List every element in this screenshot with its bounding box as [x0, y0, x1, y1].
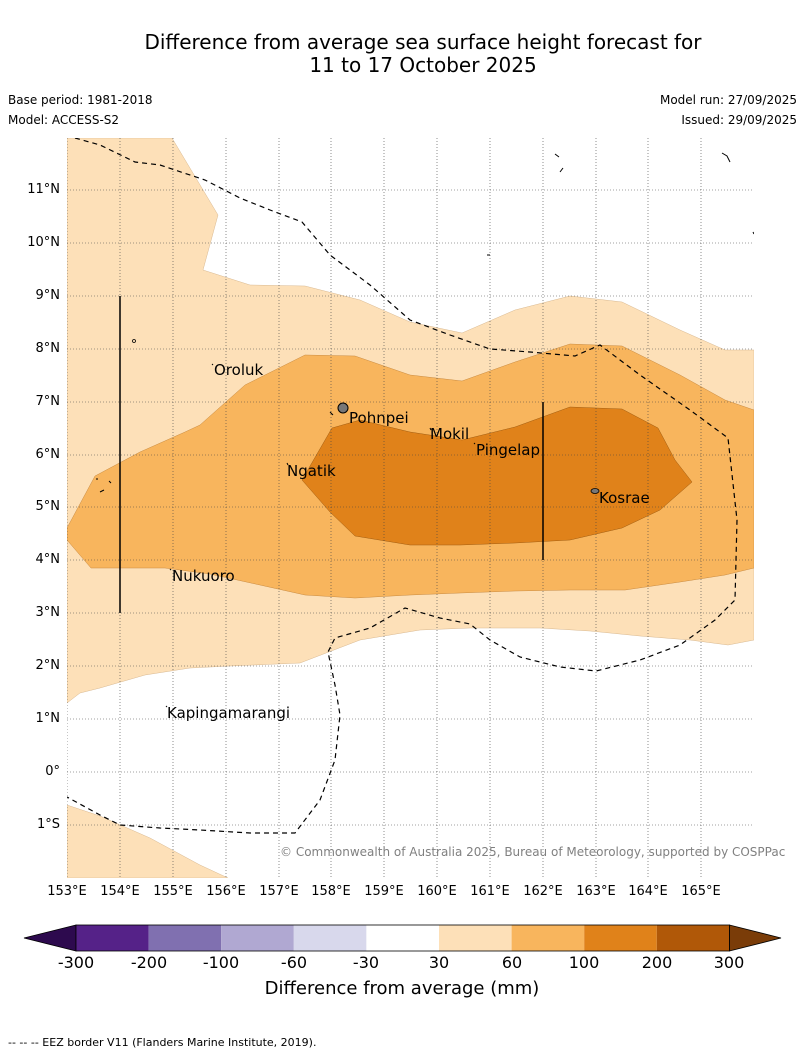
place-nukuoro: Nukuoro [172, 567, 235, 585]
base-period: Base period: 1981-2018 [8, 93, 153, 107]
colorbar-tick-1: -300 [57, 953, 95, 972]
colorbar-lower-extension [23, 924, 77, 952]
colorbar [23, 924, 782, 952]
lon-label-160e: 160°E [417, 884, 457, 899]
kosrae-island [590, 488, 600, 494]
model-run: Model run: 27/09/2025 [659, 93, 797, 107]
model-name: Model: ACCESS-S2 [8, 113, 120, 127]
eez-footnote: -- -- -- EEZ border V11 (Flanders Marine… [8, 1036, 317, 1049]
place-kapingamarangi: Kapingamarangi [167, 704, 291, 722]
atoll-marks [96, 152, 754, 708]
title-line-1: Difference from average sea surface heig… [144, 30, 702, 54]
lat-label-0: 0° [45, 764, 60, 779]
place-ngatik: Ngatik [287, 462, 336, 480]
colorbar-segment-4 [293, 925, 367, 951]
colorbar-label: Difference from average (mm) [264, 978, 540, 999]
lat-label-1s: 1°S [36, 817, 60, 832]
copyright-notice: © Commonwealth of Australia 2025, Bureau… [280, 845, 786, 859]
chart-title: Difference from average sea surface heig… [0, 31, 804, 77]
lat-label-7n: 7°N [35, 394, 61, 409]
lat-label-11n: 11°N [27, 182, 60, 197]
lon-label-155e: 155°E [153, 884, 193, 899]
colorbar-tick-5: -30 [352, 953, 380, 972]
lat-label-3n: 3°N [35, 605, 61, 620]
place-oroluk: Oroluk [214, 361, 264, 379]
lon-label-162e: 162°E [523, 884, 563, 899]
lat-label-9n: 9°N [35, 288, 61, 303]
colorbar-segment-5 [366, 925, 439, 951]
colorbar-segment-6 [439, 925, 512, 951]
colorbar-tick-2: -200 [130, 953, 168, 972]
lon-label-157e: 157°E [259, 884, 299, 899]
lon-label-161e: 161°E [470, 884, 510, 899]
colorbar-segment-8 [584, 925, 657, 951]
lon-label-165e: 165°E [681, 884, 721, 899]
lat-label-4n: 4°N [35, 552, 61, 567]
issued-date: Issued: 29/09/2025 [681, 113, 797, 127]
colorbar-segment-1 [76, 925, 149, 951]
colorbar-segment-7 [511, 925, 585, 951]
colorbar-tick-8: 100 [568, 953, 600, 972]
colorbar-tick-6: 30 [428, 953, 450, 972]
anomaly-zone-30-60-south [67, 804, 229, 878]
lon-label-158e: 158°E [311, 884, 351, 899]
lat-label-5n: 5°N [35, 499, 61, 514]
lat-label-8n: 8°N [35, 341, 61, 356]
colorbar-tick-3: -100 [202, 953, 240, 972]
place-mokil: Mokil [430, 425, 470, 443]
colorbar-tick-10: 300 [713, 953, 745, 972]
colorbar-segment-9 [656, 925, 730, 951]
colorbar-upper-extension [729, 924, 782, 952]
colorbar-tick-7: 60 [501, 953, 523, 972]
pohnpei-island [337, 402, 349, 414]
place-kosrae: Kosrae [599, 489, 650, 507]
lon-label-164e: 164°E [628, 884, 668, 899]
title-line-2: 11 to 17 October 2025 [309, 53, 537, 77]
lon-label-156e: 156°E [206, 884, 246, 899]
lat-label-6n: 6°N [35, 447, 61, 462]
lon-label-153e: 153°E [47, 884, 87, 899]
colorbar-segment-3 [221, 925, 294, 951]
lon-label-154e: 154°E [100, 884, 140, 899]
place-pingelap: Pingelap [476, 441, 541, 459]
lat-label-2n: 2°N [35, 658, 61, 673]
colorbar-tick-9: 200 [641, 953, 673, 972]
anomaly-zone-100-200 [301, 406, 693, 546]
small-island [132, 339, 136, 343]
colorbar-segment-2 [148, 925, 222, 951]
lon-label-159e: 159°E [364, 884, 404, 899]
lat-label-10n: 10°N [27, 235, 60, 250]
lon-label-163e: 163°E [576, 884, 616, 899]
colorbar-tick-4: -60 [280, 953, 308, 972]
place-pohnpei: Pohnpei [349, 409, 409, 427]
lat-label-1n: 1°N [35, 711, 61, 726]
